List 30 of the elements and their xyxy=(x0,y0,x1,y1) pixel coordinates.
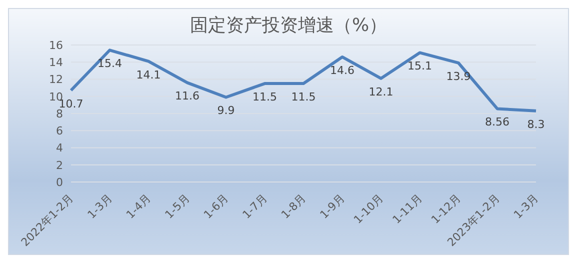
data-label: 11.6 xyxy=(175,90,200,103)
data-label: 8.56 xyxy=(485,116,510,129)
x-tick-label: 1-5月 xyxy=(162,192,192,222)
y-tick-label: 8 xyxy=(56,107,63,120)
data-label: 15.1 xyxy=(408,60,432,73)
x-tick-label: 1-9月 xyxy=(318,192,348,222)
y-tick-label: 10 xyxy=(49,90,63,104)
data-label: 8.3 xyxy=(527,118,545,131)
data-label: 11.5 xyxy=(291,90,316,104)
x-tick-label: 1-3月 xyxy=(85,192,115,222)
data-label: 15.4 xyxy=(98,57,122,70)
y-tick-label: 6 xyxy=(56,124,63,138)
y-tick-label: 0 xyxy=(56,176,63,189)
data-label: 13.9 xyxy=(446,70,471,83)
chart-title: 固定资产投资增速（%） xyxy=(188,14,388,37)
data-label: 11.5 xyxy=(252,90,277,104)
x-tick-label: 1-8月 xyxy=(278,192,308,222)
data-label: 14.1 xyxy=(136,68,161,82)
y-tick-label: 4 xyxy=(56,142,63,155)
x-tick-label: 1-7月 xyxy=(240,192,270,222)
y-tick-label: 12 xyxy=(49,73,63,86)
y-tick-label: 2 xyxy=(56,158,63,172)
x-tick-label: 1-6月 xyxy=(201,192,231,222)
y-tick-label: 16 xyxy=(49,38,63,52)
x-tick-label: 1-3月 xyxy=(511,192,541,222)
data-label: 12.1 xyxy=(368,85,394,98)
y-tick-label: 14 xyxy=(49,56,63,70)
x-tick-label: 1-4月 xyxy=(124,192,154,222)
data-label: 14.6 xyxy=(330,64,354,77)
data-label: 9.9 xyxy=(217,104,235,118)
